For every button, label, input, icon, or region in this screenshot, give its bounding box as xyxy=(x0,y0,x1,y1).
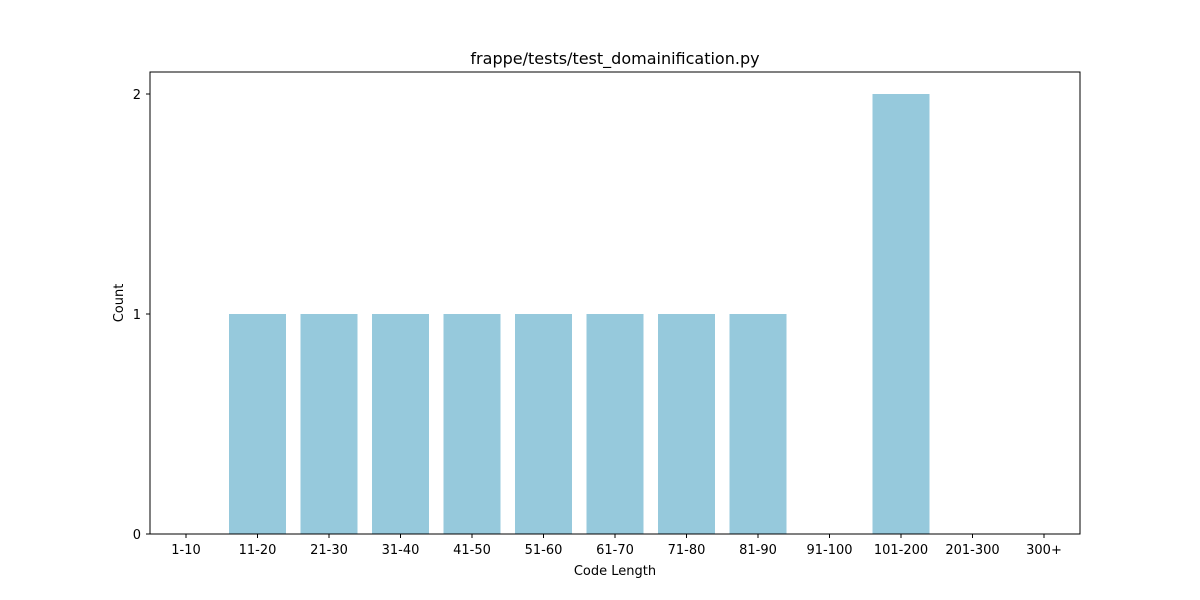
y-tick-label: 2 xyxy=(133,88,141,103)
x-tick-label: 81-90 xyxy=(739,543,777,558)
y-axis: 0 1 2 xyxy=(133,88,150,543)
x-tick-label: 11-20 xyxy=(239,543,277,558)
bar-31-40 xyxy=(372,314,429,534)
chart-title: frappe/tests/test_domainification.py xyxy=(470,49,759,69)
bar-21-30 xyxy=(300,314,358,534)
x-tick-label: 1-10 xyxy=(171,543,201,558)
bar-11-20 xyxy=(229,314,286,534)
x-tick-label: 91-100 xyxy=(806,543,852,558)
x-tick-label: 41-50 xyxy=(453,543,491,558)
y-axis-label: Count xyxy=(112,284,127,323)
x-tick-label: 71-80 xyxy=(668,543,706,558)
y-tick-label: 1 xyxy=(133,308,141,323)
x-axis: 1-10 11-20 21-30 31-40 41-50 51-60 61-70 71-80 8… xyxy=(171,534,1062,558)
x-axis-label: Code Length xyxy=(574,564,656,579)
x-tick-label: 21-30 xyxy=(310,543,348,558)
x-tick-label: 201-300 xyxy=(945,543,999,558)
bar-81-90 xyxy=(729,314,787,534)
y-tick-label: 0 xyxy=(133,528,141,543)
bar-71-80 xyxy=(658,314,715,534)
x-tick-label: 51-60 xyxy=(525,543,563,558)
x-tick-label: 31-40 xyxy=(382,543,420,558)
bar-101-200 xyxy=(872,94,930,534)
x-tick-label: 300+ xyxy=(1026,543,1062,558)
bar-51-60 xyxy=(515,314,572,534)
x-tick-label: 61-70 xyxy=(596,543,634,558)
bar-41-50 xyxy=(443,314,501,534)
x-tick-label: 101-200 xyxy=(874,543,928,558)
bar-61-70 xyxy=(586,314,644,534)
bars-group xyxy=(229,94,930,534)
